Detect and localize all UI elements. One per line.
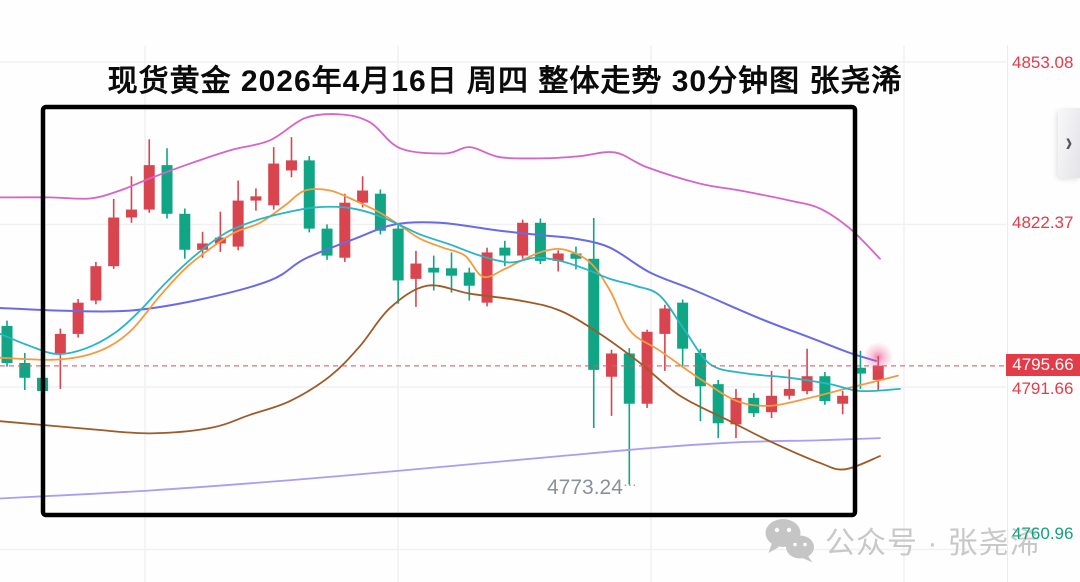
overlay-ma-lines xyxy=(0,113,901,500)
chevron-right-icon: › xyxy=(1065,127,1073,158)
bollinger-upper-pink xyxy=(0,113,881,260)
panel-expand-tab[interactable]: › xyxy=(1058,108,1080,178)
chart-title: 现货黄金 2026年4月16日 周四 整体走势 30分钟图 张尧浠 xyxy=(107,65,903,98)
annotation-rectangle-layer xyxy=(40,104,858,518)
current-price-badge: 4795.66 xyxy=(1006,354,1080,376)
low-price-value: 4773.24 xyxy=(547,476,623,499)
price-label-4791: 4791.66 xyxy=(1012,379,1074,398)
price-label-4760: 4760.96 xyxy=(1012,524,1074,543)
low-price-annotation: 4773.24… xyxy=(547,473,637,500)
last-price-glow-marker xyxy=(863,342,894,373)
wechat-icon xyxy=(765,519,814,563)
price-label-4853: 4853.08 xyxy=(1012,53,1074,72)
low-price-dots: … xyxy=(622,473,637,489)
watermark-text: 公众号 · 张尧浠 xyxy=(825,527,1041,560)
watermark: 公众号 · 张尧浠 xyxy=(763,517,1041,563)
ma-long-lavender xyxy=(0,437,881,500)
price-axis-separator xyxy=(1007,45,1008,582)
ma-orange xyxy=(0,188,899,407)
bollinger-lower-brown xyxy=(0,284,881,471)
bollinger-mid-blue xyxy=(0,221,877,362)
ma-cyan xyxy=(0,205,901,393)
price-label-4822: 4822.37 xyxy=(1012,213,1074,232)
